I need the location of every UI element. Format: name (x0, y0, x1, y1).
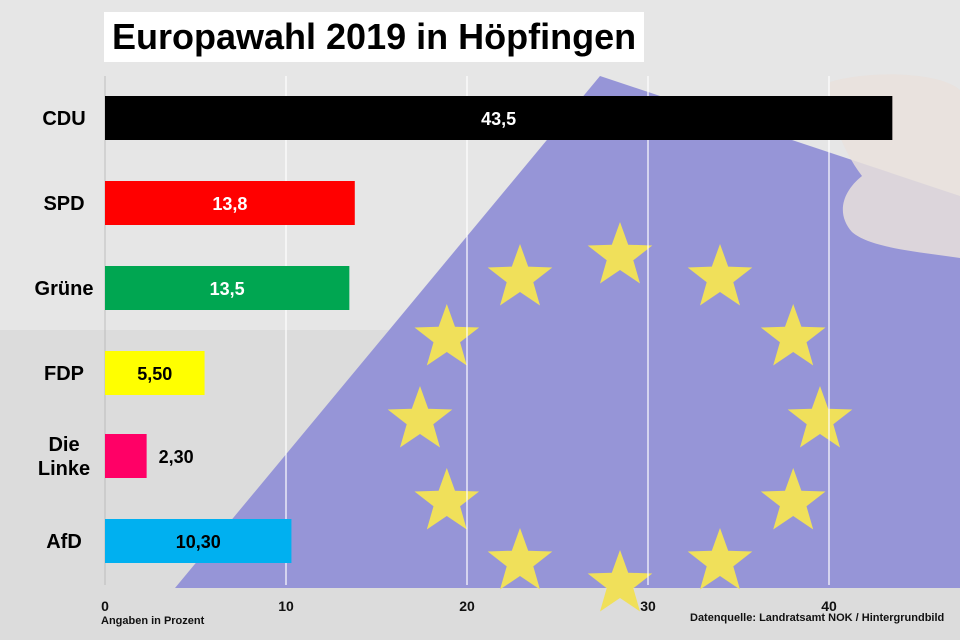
value-label: 13,5 (210, 279, 245, 299)
bar-spd (105, 181, 355, 225)
eu-flag-ballot (175, 76, 960, 588)
eu-star-icon (487, 528, 553, 590)
eu-stars (387, 222, 853, 612)
category-label: SPD (43, 193, 84, 215)
category-label: FDP (44, 363, 84, 385)
category-label: AfD (46, 531, 82, 553)
x-tick-label: 30 (640, 598, 656, 614)
source-note: Datenquelle: Landratsamt NOK / Hintergru… (690, 612, 945, 624)
eu-star-icon (687, 528, 753, 590)
value-label: 10,30 (176, 532, 221, 552)
eu-star-icon (787, 386, 853, 448)
category-label: Die (48, 434, 79, 456)
eu-star-icon (414, 468, 480, 530)
bar-fdp (105, 351, 205, 395)
value-label: 2,30 (159, 447, 194, 467)
eu-star-icon (487, 244, 553, 306)
bar-afd (105, 519, 292, 563)
x-tick-label: 10 (278, 598, 294, 614)
x-tick-label: 40 (821, 598, 837, 614)
category-label: Grüne (35, 278, 94, 300)
eu-star-icon (687, 244, 753, 306)
bar-cdu (105, 96, 893, 140)
eu-star-icon (587, 222, 653, 284)
value-label: 13,8 (212, 194, 247, 214)
bar-grüne (105, 266, 350, 310)
eu-star-icon (760, 304, 826, 366)
bar-die-linke (105, 434, 147, 478)
category-label: CDU (42, 108, 85, 130)
value-label: 43,5 (481, 109, 516, 129)
chart-title: Europawahl 2019 in Höpfingen (104, 12, 645, 62)
eu-star-icon (587, 550, 653, 612)
eu-star-icon (414, 304, 480, 366)
category-label: Linke (38, 458, 90, 480)
eu-star-icon (760, 468, 826, 530)
value-label: 5,50 (137, 364, 172, 384)
unit-note: Angaben in Prozent (101, 615, 205, 627)
x-tick-label: 0 (101, 598, 109, 614)
eu-star-icon (387, 386, 453, 448)
x-tick-label: 20 (459, 598, 475, 614)
